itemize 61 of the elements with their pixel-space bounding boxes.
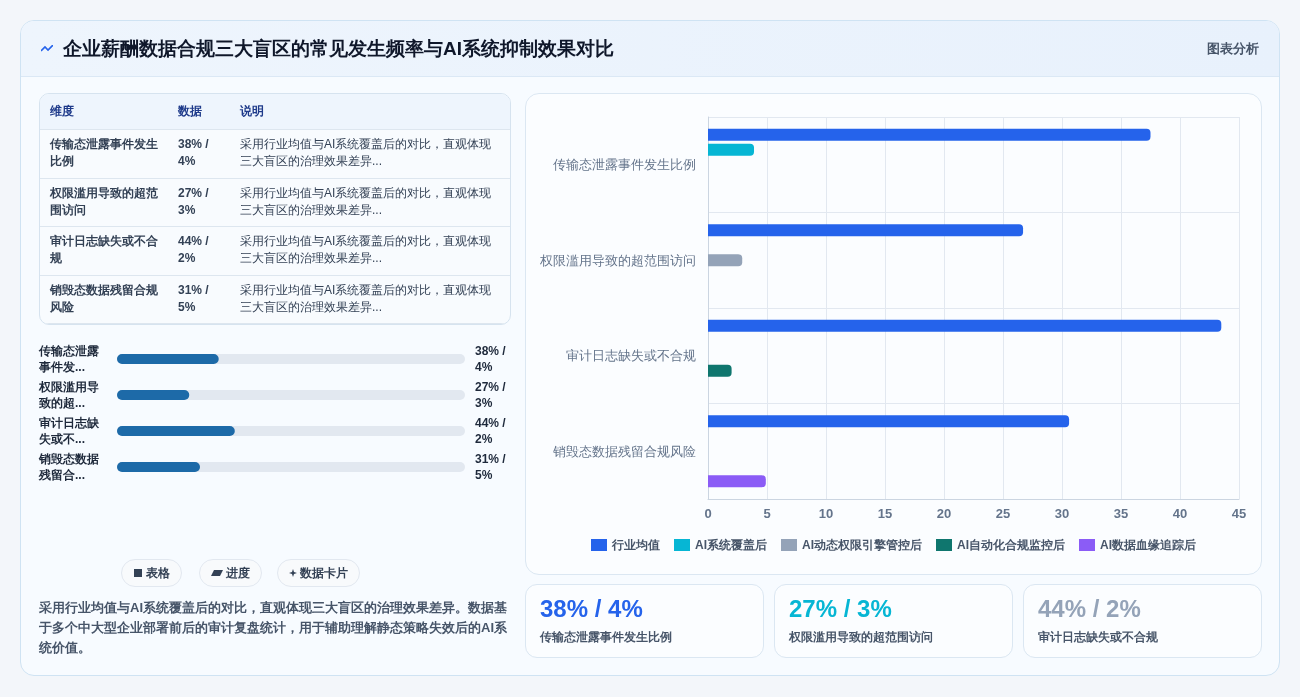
text: 数据	[168, 94, 230, 131]
text: 采用行业均值与AI系统覆盖后的对比，直观体现三大盲区的治理效果差异。数据基于多个中大型企业部署前后的审计复盘统计，用于辅助理解静态策略失效后的AI系统价值。	[39, 599, 508, 657]
text: 38% / 4%	[540, 595, 643, 623]
x-tick-label: 15	[877, 506, 893, 521]
y-tick-label: 传输态泄露事件发...	[38, 344, 99, 374]
text: 审计日志缺失或不合规	[1038, 629, 1158, 646]
text: 企业薪酬数据合规三大盲区的常见发生频率与AI系统抑制效果对比	[63, 37, 614, 61]
text: 表格	[146, 564, 170, 582]
y-tick-label: 传输态泄露事件发生比例	[553, 157, 696, 173]
data-label: 44% / 2%	[475, 416, 510, 446]
x-tick-label: 45	[1231, 506, 1247, 521]
text: 27% / 3%	[168, 178, 230, 228]
bar	[708, 319, 1222, 332]
data-label: 38% / 4%	[475, 344, 510, 374]
text: 图表分析	[1207, 40, 1259, 58]
x-tick-label: 30	[1054, 506, 1070, 521]
bar	[708, 254, 743, 267]
text: 维度	[40, 94, 168, 131]
legend-label: 行业均值	[611, 538, 660, 552]
x-tick-label: 40	[1172, 506, 1188, 521]
y-tick-label: 销毁态数据残留合规风险	[552, 443, 696, 459]
text: 27% / 3%	[789, 595, 892, 623]
bar	[708, 475, 766, 488]
bar	[117, 390, 190, 400]
legend-label: AI自动化合规监控后	[957, 538, 1065, 552]
x-tick-label: 25	[995, 506, 1011, 521]
bar	[708, 224, 1024, 237]
y-tick-label: 权限滥用导致的超范围访问	[539, 252, 696, 268]
bar	[708, 143, 755, 156]
text: 38% / 4%	[168, 130, 230, 179]
y-tick-label: 审计日志缺失或不...	[39, 416, 100, 446]
text: 权限滥用导致的超范围访问	[789, 629, 933, 646]
text: 进度	[226, 564, 250, 582]
x-tick-label: 5	[763, 506, 771, 521]
bar	[708, 128, 1151, 141]
legend-label: AI动态权限引擎管控后	[802, 538, 922, 552]
bar	[117, 354, 219, 364]
x-tick-label: 35	[1113, 506, 1129, 521]
data-label: 27% / 3%	[475, 380, 510, 410]
text: 31% / 5%	[168, 275, 230, 324]
text: 数据卡片	[300, 564, 348, 582]
x-tick-label: 20	[936, 506, 952, 521]
legend-label: AI系统覆盖后	[695, 538, 767, 552]
text: 采用行业均值与AI系统覆盖后的对比，直观体现三大盲区的治理效果差异...	[230, 178, 510, 228]
text: 采用行业均值与AI系统覆盖后的对比，直观体现三大盲区的治理效果差异...	[230, 227, 510, 276]
text: 传输态泄露事件发生比例	[540, 629, 672, 646]
y-tick-label: 审计日志缺失或不合规	[566, 348, 696, 364]
bar	[117, 462, 200, 472]
text: 44% / 2%	[168, 227, 230, 276]
text: 采用行业均值与AI系统覆盖后的对比，直观体现三大盲区的治理效果差异...	[230, 130, 510, 179]
bar	[708, 415, 1070, 428]
text: 说明	[230, 94, 510, 131]
bar	[708, 364, 732, 377]
text: 44% / 2%	[1038, 595, 1141, 623]
x-tick-label: 10	[818, 506, 834, 521]
data-label: 31% / 5%	[475, 452, 510, 482]
y-tick-label: 销毁态数据残留合...	[38, 452, 99, 482]
text: 采用行业均值与AI系统覆盖后的对比，直观体现三大盲区的治理效果差异...	[230, 275, 510, 324]
x-tick-label: 0	[704, 506, 712, 521]
y-tick-label: 权限滥用导致的超...	[38, 380, 99, 410]
legend-label: AI数据血缘追踪后	[1100, 538, 1196, 552]
